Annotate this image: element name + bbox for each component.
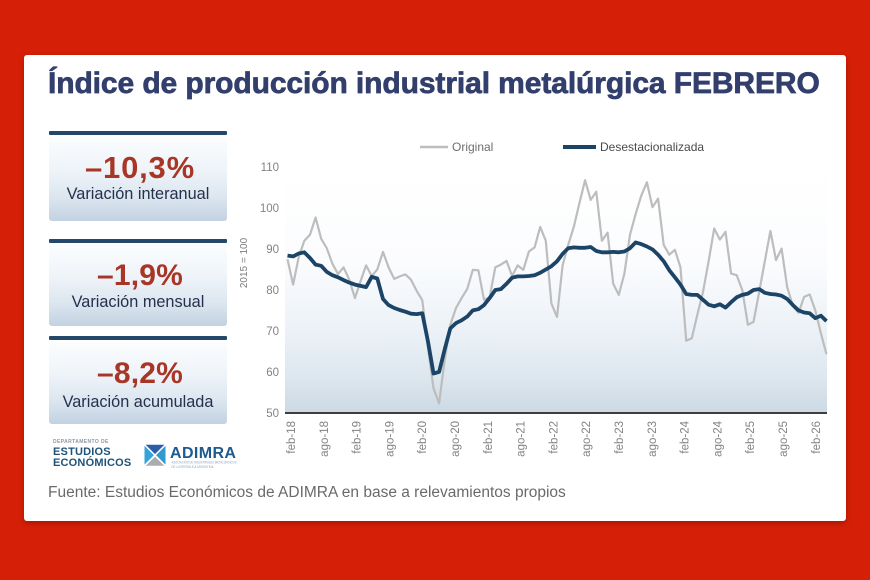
- svg-text:90: 90: [266, 244, 279, 256]
- svg-text:feb-25: feb-25: [745, 421, 757, 454]
- svg-text:feb-21: feb-21: [483, 421, 495, 454]
- svg-text:ADIMRA: ADIMRA: [170, 445, 236, 462]
- svg-text:50: 50: [266, 408, 279, 420]
- svg-text:feb-23: feb-23: [614, 421, 626, 454]
- svg-text:ago-19: ago-19: [384, 421, 396, 457]
- svg-text:70: 70: [266, 326, 279, 338]
- svg-text:Desestacionalizada: Desestacionalizada: [600, 140, 704, 154]
- svg-text:ago-24: ago-24: [712, 420, 724, 456]
- svg-text:ago-22: ago-22: [581, 421, 593, 457]
- svg-text:feb-19: feb-19: [352, 421, 364, 454]
- svg-text:ago-23: ago-23: [647, 421, 659, 457]
- svg-text:100: 100: [260, 203, 279, 215]
- svg-text:2015 = 100: 2015 = 100: [240, 237, 250, 288]
- svg-text:110: 110: [261, 162, 279, 174]
- svg-text:feb-18: feb-18: [286, 421, 298, 454]
- svg-text:80: 80: [266, 285, 279, 297]
- svg-text:60: 60: [266, 367, 279, 379]
- svg-text:ASOCIACIÓN DE INDUSTRIALES MET: ASOCIACIÓN DE INDUSTRIALES METALÚRGICOS: [172, 460, 237, 465]
- svg-text:ago-25: ago-25: [778, 421, 790, 457]
- svg-text:ago-18: ago-18: [319, 421, 331, 457]
- svg-text:feb-22: feb-22: [548, 421, 560, 454]
- svg-text:DE LA REPÚBLICA ARGENTINA: DE LA REPÚBLICA ARGENTINA: [172, 464, 214, 469]
- svg-text:feb-26: feb-26: [811, 421, 823, 454]
- svg-text:ago-21: ago-21: [516, 421, 528, 457]
- svg-text:feb-20: feb-20: [417, 421, 429, 454]
- svg-text:feb-24: feb-24: [680, 420, 692, 453]
- svg-text:ago-20: ago-20: [450, 421, 462, 457]
- svg-text:Original: Original: [452, 140, 493, 154]
